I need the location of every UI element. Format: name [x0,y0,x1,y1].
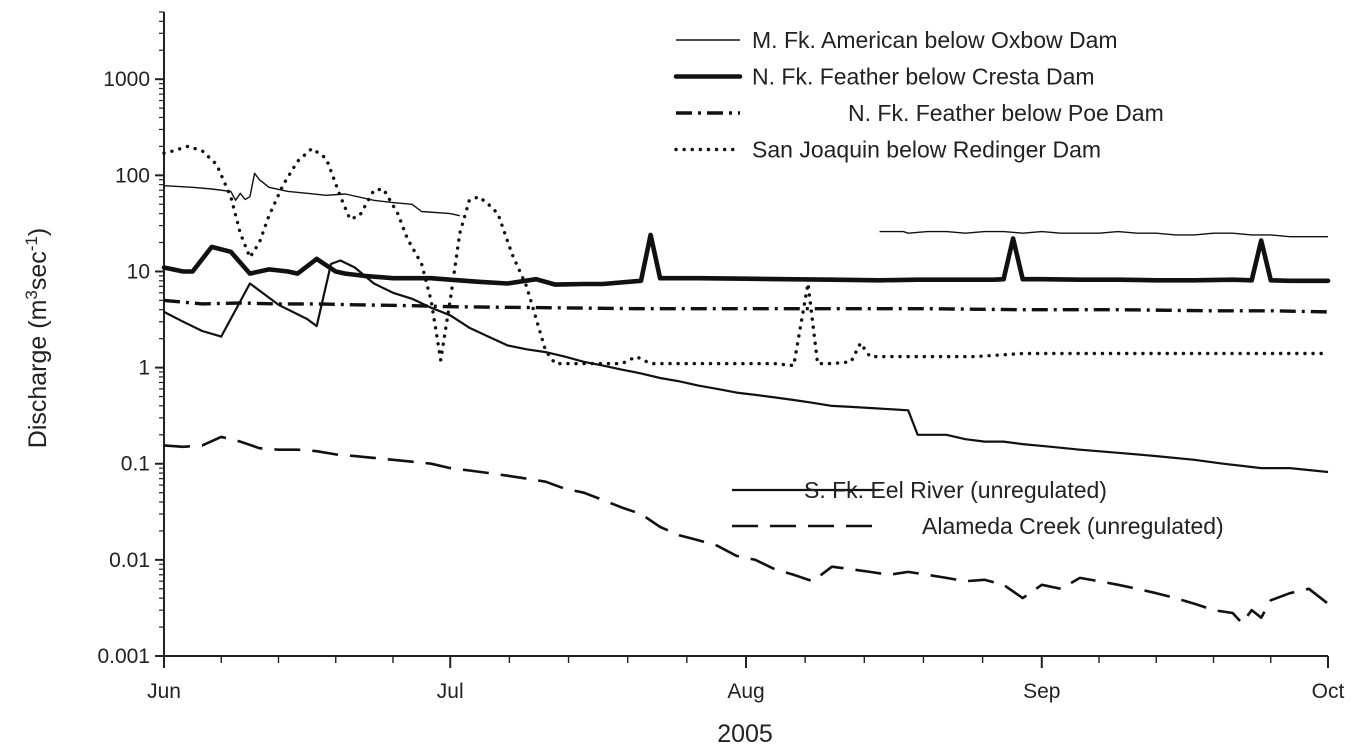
y-axis-title-main: Discharge (m [24,300,52,449]
y-tick-label: 100 [115,164,150,187]
y-tick-label: 0.01 [109,549,150,572]
y-axis-title-sup2: -1 [22,236,41,251]
series-line [162,144,1330,368]
y-axis-title: Discharge (m3sec-1) [22,228,52,448]
series-line [163,435,1329,625]
series-m-fk-american-below-oxbow-dam [163,172,1328,238]
series-s-fk-eel-river-unregulated [163,259,1329,474]
y-tick-label: 0.1 [121,453,150,476]
series-line [163,298,1329,314]
y-tick-label: 0.001 [97,645,150,668]
y-axis-title-mid: sec [24,251,52,290]
x-tick-label: Jun [147,680,181,703]
legend-top-entry-label: N. Fk. Feather below Cresta Dam [752,64,1095,90]
x-axis-title: 2005 [717,720,773,748]
y-axis-title-end: ) [24,228,52,236]
x-tick-label: Oct [1312,680,1345,703]
y-tick-label: 10 [127,260,150,283]
legend-top-entry-label: M. Fk. American below Oxbow Dam [752,27,1118,53]
x-tick-label: Jul [437,680,464,703]
legend: M. Fk. American below Oxbow Dam N. Fk. Fe… [673,27,1224,539]
legend-bottom-entry-label: Alameda Creek (unregulated) [922,513,1224,539]
y-axis-title-sup1: 3 [22,290,41,299]
y-tick-label: 1 [138,357,150,380]
legend-top-entry-label: N. Fk. Feather below Poe Dam [848,100,1164,126]
series-group [161,144,1331,625]
series-alameda-creek-unregulated [163,435,1329,625]
legend-bottom-entry-label: S. Fk. Eel River (unregulated) [804,477,1107,503]
series-line [163,172,460,217]
axis-titles: 2005 Discharge (m3sec-1) [22,228,773,748]
series-line [161,232,1331,287]
series-n-fk-feather-below-poe-dam [163,298,1329,314]
series-line [879,230,1328,238]
legend-top-entry-label: San Joaquin below Redinger Dam [752,137,1101,163]
series-n-fk-feather-below-cresta-dam [161,232,1331,287]
x-tick-label: Sep [1023,680,1060,703]
series-san-joaquin-below-redinger-dam [162,144,1330,368]
axes: 0.001 0.01 0.1 1 10 100 1000 Jun Jul Aug Sep Oct [97,11,1345,703]
y-tick-label: 1000 [103,68,150,91]
series-line [163,259,1329,474]
x-tick-label: Aug [727,680,764,703]
